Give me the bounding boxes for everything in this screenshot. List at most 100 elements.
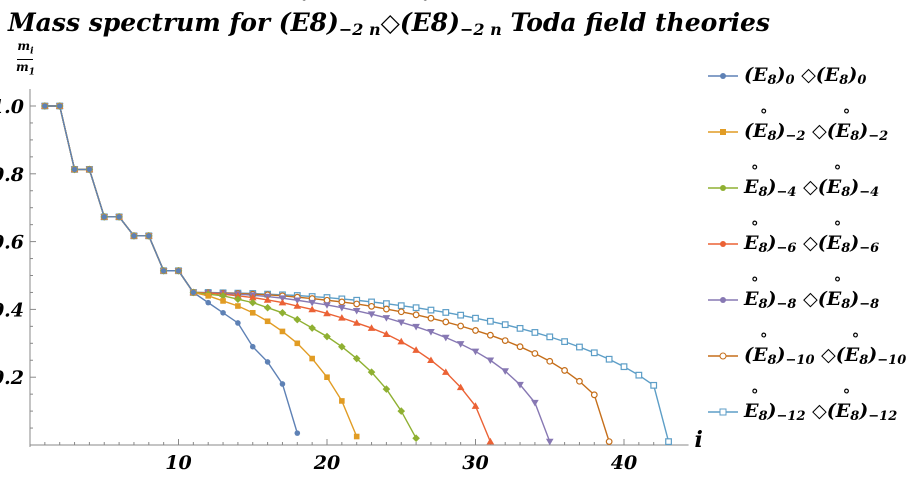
- x-tick-label: 20: [313, 452, 340, 474]
- data-point: [234, 292, 242, 299]
- legend-item: (E8)−10 ◇(E8)−10: [706, 328, 906, 384]
- data-point: [219, 292, 227, 300]
- data-point: [516, 343, 524, 351]
- data-point: [293, 315, 302, 324]
- y-tick-label: 0.6: [0, 232, 24, 254]
- data-point: [263, 303, 272, 312]
- data-point: [264, 318, 271, 325]
- data-point: [635, 371, 643, 379]
- data-point: [338, 298, 346, 306]
- title-text-mid2: 8): [430, 8, 460, 37]
- data-point: [175, 267, 182, 274]
- x-tick-label: 10: [165, 452, 191, 474]
- data-point: [42, 103, 48, 109]
- series-line: [44, 105, 298, 434]
- data-point: [338, 342, 346, 351]
- data-point: [665, 438, 672, 446]
- data-point: [472, 327, 479, 334]
- legend-swatch: [708, 129, 738, 135]
- legend: (E8)0 ◇(E8)0 (E8)−2 ◇(E8)−2 E8)−4 ◇(E8)−4 E…: [706, 48, 906, 440]
- data-point: [353, 433, 360, 440]
- data-point: [472, 314, 479, 322]
- data-point: [442, 309, 450, 316]
- data-point: [278, 298, 287, 306]
- data-point: [412, 434, 420, 443]
- data-point: [264, 359, 271, 365]
- data-point: [590, 391, 598, 399]
- data-point: [367, 324, 376, 331]
- data-point: [131, 233, 137, 239]
- data-point: [427, 356, 435, 364]
- legend-marker: [720, 241, 726, 247]
- legend-label: (E8)0 ◇(E8)0: [744, 64, 867, 88]
- data-point: [383, 300, 390, 308]
- legend-swatch: [708, 297, 738, 303]
- data-point: [309, 355, 315, 362]
- title-diamond: ◇(: [380, 8, 412, 37]
- x-axis-label: i: [695, 427, 703, 453]
- legend-marker: [720, 73, 726, 79]
- legend-label: E8)−8 ◇(E8)−8: [744, 274, 879, 312]
- title-e8-symbol-1: E: [291, 0, 310, 37]
- data-point: [412, 311, 420, 319]
- data-point: [412, 304, 420, 312]
- data-point: [352, 307, 361, 315]
- legend-label: (E8)−2 ◇(E8)−2: [744, 106, 888, 144]
- data-point: [427, 314, 435, 322]
- series-line: [44, 105, 358, 437]
- legend-item: E8)−4 ◇(E8)−4: [706, 160, 906, 216]
- y-tick-label: 0.2: [0, 367, 24, 389]
- data-point: [486, 437, 495, 445]
- legend-marker: [719, 408, 727, 416]
- data-point: [248, 293, 257, 301]
- data-point: [397, 407, 406, 415]
- data-point: [323, 309, 331, 317]
- data-point: [412, 323, 420, 331]
- data-point: [590, 349, 598, 357]
- y-label-denominator: m: [16, 60, 29, 75]
- title-subscript-1: −2 n: [338, 20, 381, 39]
- data-point: [235, 320, 241, 326]
- title-subscript-2: −2 n: [460, 20, 502, 39]
- data-point: [86, 166, 93, 173]
- data-point: [293, 302, 302, 309]
- title-text-start: Mass spectrum for (: [8, 8, 291, 37]
- series-line: [44, 105, 491, 442]
- data-point: [323, 302, 331, 309]
- data-point: [516, 324, 524, 332]
- data-point: [220, 298, 226, 304]
- series-line: [44, 105, 610, 442]
- data-point: [620, 363, 628, 371]
- legend-swatch: [708, 241, 738, 247]
- data-point: [457, 322, 465, 330]
- data-point: [576, 343, 583, 351]
- data-point: [486, 317, 494, 325]
- data-point: [397, 337, 406, 345]
- series-line: [44, 105, 670, 442]
- legend-item: E8)−8 ◇(E8)−8: [706, 272, 906, 328]
- y-label-denominator-sub: 1: [28, 67, 35, 78]
- data-point: [546, 357, 554, 365]
- legend-marker: [720, 297, 726, 303]
- data-point: [339, 398, 345, 404]
- y-label-numerator-sub: i: [30, 46, 34, 57]
- data-point: [324, 374, 330, 380]
- data-point: [249, 309, 256, 316]
- data-point: [382, 385, 391, 393]
- data-point: [605, 438, 613, 446]
- y-label-fraction-bar: [17, 59, 34, 61]
- data-point: [456, 383, 465, 391]
- data-point: [323, 332, 331, 341]
- data-point: [235, 303, 241, 309]
- data-point: [427, 328, 435, 336]
- data-point: [442, 368, 450, 375]
- y-label-numerator: m: [17, 39, 31, 53]
- title-text-end: Toda field theories: [501, 8, 770, 37]
- data-point: [397, 308, 405, 316]
- data-point: [353, 300, 361, 308]
- series-line: [44, 105, 417, 439]
- data-point: [308, 305, 316, 313]
- data-point: [456, 341, 465, 348]
- y-axis-label: mi m1: [16, 40, 35, 80]
- data-point: [531, 329, 539, 336]
